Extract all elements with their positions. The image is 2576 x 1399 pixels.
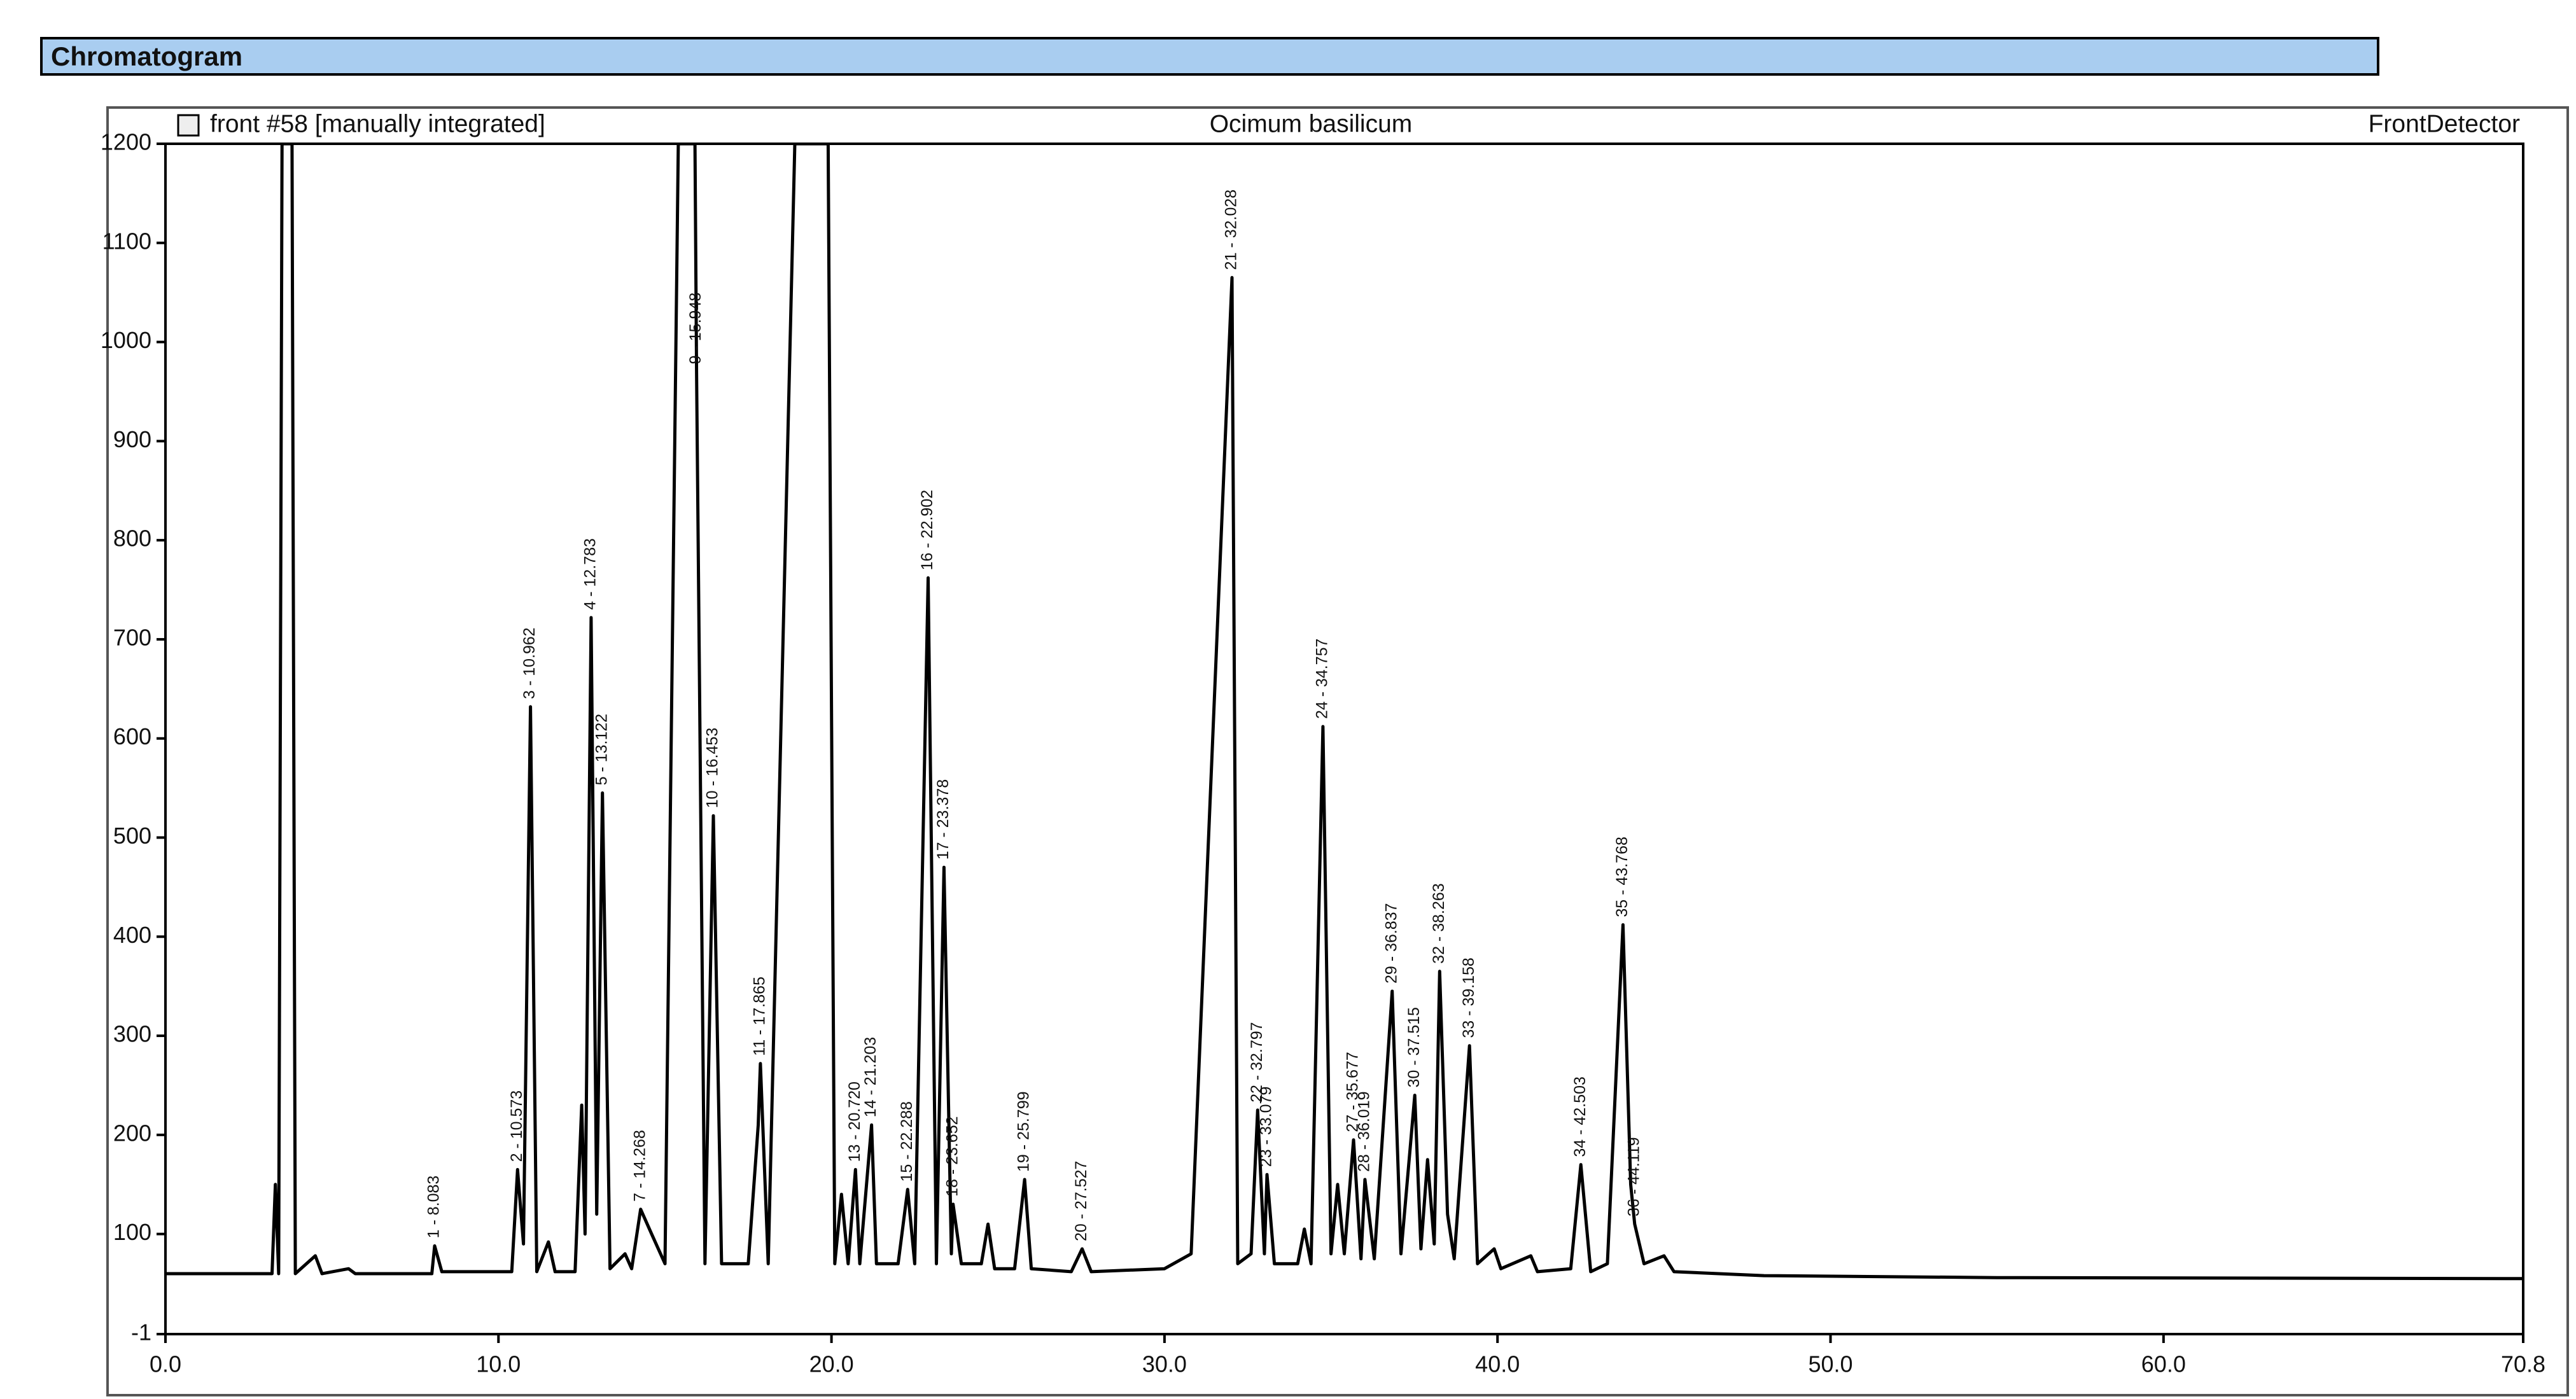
peak-label: 24 - 34.757 (1313, 639, 1331, 720)
y-tick-label: 1000 (101, 327, 151, 353)
y-tick-label: 100 (113, 1219, 151, 1245)
peak-label: 18 - 23.652 (943, 1116, 961, 1197)
x-tick-label: 50.0 (1808, 1351, 1852, 1377)
peak-label: 21 - 32.028 (1222, 190, 1240, 270)
peak-label: 23 - 33.079 (1257, 1087, 1275, 1167)
header-bar (40, 37, 2379, 76)
peak-label: 27 - 35.677 (1344, 1052, 1362, 1132)
peak-label: 4 - 12.783 (582, 538, 599, 610)
peak-label: 16 - 22.902 (918, 490, 936, 571)
y-tick-label: 700 (113, 624, 151, 650)
y-tick-label: -1 (131, 1319, 151, 1346)
y-tick-label: 1200 (101, 129, 151, 155)
peak-label: 14 - 21.203 (862, 1037, 879, 1118)
peak-label: 13 - 20.720 (846, 1082, 864, 1162)
peak-label: 34 - 42.503 (1571, 1076, 1589, 1157)
peak-label: 30 - 37.515 (1405, 1007, 1423, 1088)
trace-icon (177, 114, 200, 137)
peak-label: 1 - 8.083 (425, 1176, 443, 1239)
y-tick-label: 1100 (102, 228, 151, 254)
peak-label: 2 - 10.573 (508, 1090, 526, 1162)
y-tick-label: 200 (113, 1120, 151, 1146)
peak-label: 17 - 23.378 (934, 779, 952, 860)
peak-label: 19 - 25.799 (1015, 1091, 1033, 1172)
chart-title: Ocimum basilicum (1210, 110, 1413, 137)
peak-label: 29 - 36.837 (1382, 903, 1400, 984)
peak-label: 3 - 10.962 (521, 627, 538, 699)
x-tick-label: 40.0 (1475, 1351, 1520, 1377)
y-tick-label: 800 (113, 525, 151, 552)
peak-label: 20 - 27.527 (1072, 1161, 1090, 1242)
x-tick-label: 20.0 (809, 1351, 854, 1377)
peak-label: 36 - 44.119 (1625, 1137, 1642, 1216)
x-tick-label: 30.0 (1142, 1351, 1187, 1377)
peak-label: 15 - 22.288 (898, 1101, 916, 1182)
x-tick-label: 0.0 (150, 1351, 181, 1377)
peak-label: 22 - 32.797 (1248, 1022, 1266, 1103)
peak-label: 28 - 36.019 (1355, 1091, 1373, 1172)
run-label: front #58 [manually integrated] (210, 110, 545, 137)
y-tick-label: 500 (113, 823, 151, 849)
header-title: Chromatogram (51, 41, 242, 71)
detector-label: FrontDetector (2369, 110, 2520, 137)
peak-label: 11 - 17.865 (750, 977, 768, 1056)
trace-line (165, 144, 2523, 1281)
chart-frame (106, 106, 2569, 1396)
x-tick-label: 60.0 (2141, 1351, 2186, 1377)
x-tick-label: 70.8 (2501, 1351, 2545, 1377)
y-tick-label: 300 (113, 1021, 151, 1047)
peak-label: 32 - 38.263 (1430, 883, 1448, 964)
peak-label: 7 - 14.268 (631, 1130, 648, 1202)
plot-content: 1 - 8.083 2 - 10.573 3 - 10.962 4 - 12.783 5… (165, 144, 2523, 1281)
peak-label: 35 - 43.768 (1613, 837, 1631, 917)
peak-label: 9 - 15.948 (687, 293, 704, 365)
y-tick-label: 900 (113, 426, 151, 452)
y-tick-label: 400 (113, 922, 151, 948)
x-tick-label: 10.0 (476, 1351, 521, 1377)
peak-label: 5 - 13.122 (592, 714, 610, 786)
peak-label: 10 - 16.453 (704, 728, 722, 809)
y-tick-label: 600 (113, 723, 151, 749)
peak-label: 33 - 39.158 (1460, 957, 1478, 1038)
